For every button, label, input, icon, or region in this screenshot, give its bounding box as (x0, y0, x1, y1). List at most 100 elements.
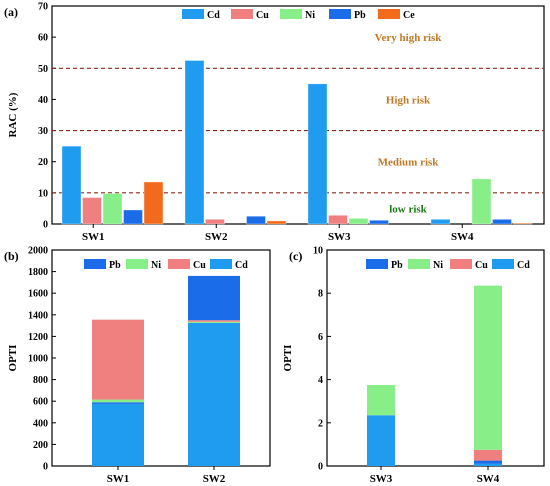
bar-pb-sw4 (492, 219, 512, 225)
y-tick-label: 4 (318, 375, 323, 386)
risk-zone-label: Very high risk (375, 32, 443, 44)
bar-cd-sw3 (307, 83, 328, 225)
y-tick-label: 1800 (28, 267, 48, 278)
stack-cd-sw4 (474, 463, 502, 466)
stack-ni-sw2 (188, 321, 240, 323)
y-tick-label: 70 (38, 2, 48, 13)
chart-panel-a: 0 10 20 30 40 50 60 70 RAC (%) (a) low risk Medium … (4, 2, 545, 243)
risk-zone-label: High risk (386, 94, 431, 106)
risk-zone-label: low risk (389, 203, 427, 215)
bar-ce-sw1 (143, 181, 164, 225)
y-tick-label: 600 (33, 397, 48, 408)
chart-panel-c: 0 2 4 6 8 10 OPTI (c) SW3 SW4 Pb Ni Cu Cd (282, 246, 545, 485)
y-tick-label: 1200 (28, 332, 48, 343)
legend-label-cu: Cu (256, 10, 269, 21)
legend-label-cu: Cu (475, 260, 488, 271)
y-tick-label: 1400 (28, 310, 48, 321)
bar-cd-sw4 (430, 219, 451, 225)
stack-cu-sw2 (188, 320, 240, 322)
y-tick-label: 0 (318, 462, 323, 473)
legend-label-ni: Ni (433, 260, 443, 271)
category-label: SW1 (82, 231, 105, 243)
legend-label-ce: Ce (403, 10, 415, 21)
panel-label-b: (b) (4, 249, 19, 263)
legend-swatch-cd (210, 259, 232, 269)
y-tick-label: 1000 (28, 354, 48, 365)
risk-zone-label: Medium risk (378, 157, 440, 169)
bar-cu-sw3 (328, 214, 348, 225)
y-tick-label: 0 (43, 220, 48, 231)
y-tick-label: 30 (38, 126, 48, 137)
legend-swatch-ni (126, 259, 148, 269)
bar-ni-sw4 (471, 178, 492, 225)
y-axis-label: OPTI (7, 345, 19, 372)
panel-label-c: (c) (289, 249, 302, 263)
bar-pb-sw2 (246, 215, 266, 225)
legend-swatch-cu (231, 9, 253, 19)
y-tick-label: 200 (33, 440, 48, 451)
y-tick-label: 8 (318, 289, 323, 300)
legend-label-cd: Cd (517, 260, 530, 271)
stack-ni-sw4 (474, 285, 502, 450)
y-axis-label: RAC (%) (7, 92, 19, 137)
y-tick-label: 400 (33, 418, 48, 429)
stack-cd-sw1 (92, 403, 144, 466)
bar-cd-sw2 (184, 60, 205, 225)
category-label: SW3 (370, 473, 393, 485)
legend-swatch-cd (182, 9, 204, 19)
y-tick-label: 50 (38, 64, 48, 75)
stack-cu-sw1 (92, 319, 144, 400)
legend-label-ni: Ni (305, 10, 315, 21)
plot-frame (51, 5, 545, 225)
legend-label-ni: Ni (151, 260, 161, 271)
y-tick-label: 0 (43, 462, 48, 473)
legend-swatch-cu (450, 259, 472, 269)
y-tick-label: 10 (313, 246, 323, 257)
legend-swatch-ce (378, 9, 400, 19)
bar-cu-sw2 (205, 219, 225, 225)
y-tick-label: 6 (318, 332, 323, 343)
bar-pb-sw3 (369, 219, 389, 225)
bar-ce-sw2 (266, 220, 287, 225)
category-label: SW2 (203, 473, 226, 485)
y-tick-label: 2000 (28, 246, 48, 257)
y-tick-label: 40 (38, 95, 48, 106)
stack-pb-sw4 (474, 460, 502, 464)
chart-panel-b: 0 200 400 600 800 1000 1200 1400 1600 1800 2000 OPT… (4, 246, 271, 485)
stack-cd-sw2 (188, 322, 240, 466)
legend-swatch-ni (408, 259, 430, 269)
stack-ni-sw3 (367, 385, 395, 416)
stack-cd-sw3 (367, 415, 395, 466)
legend-label-cu: Cu (193, 260, 206, 271)
bar-ni-sw3 (348, 218, 369, 225)
legend-label-cd: Cd (207, 10, 220, 21)
stack-ni-sw1 (92, 399, 144, 403)
y-tick-label: 20 (38, 157, 48, 168)
stack-pb-sw1 (92, 402, 144, 404)
bar-ce-sw4 (512, 222, 533, 225)
panel-label-a: (a) (4, 5, 18, 19)
bar-cd-sw1 (61, 145, 82, 225)
legend-label-cd: Cd (235, 260, 248, 271)
legend-swatch-ni (280, 9, 302, 19)
bar-ni-sw1 (102, 193, 123, 225)
y-tick-label: 10 (38, 188, 48, 199)
category-label: SW4 (451, 231, 474, 243)
legend-label-pb: Pb (109, 260, 121, 271)
stack-pb-sw2 (188, 275, 240, 321)
category-label: SW3 (328, 231, 351, 243)
category-label: SW4 (477, 473, 500, 485)
legend-swatch-pb (84, 259, 106, 269)
bar-pb-sw1 (123, 209, 143, 225)
category-label: SW1 (107, 473, 130, 485)
y-tick-label: 2 (318, 418, 323, 429)
legend-label-pb: Pb (354, 10, 366, 21)
legend-label-pb: Pb (391, 260, 403, 271)
legend-swatch-pb (366, 259, 388, 269)
plot-frame (326, 249, 545, 467)
stack-cu-sw4 (474, 449, 502, 461)
bar-cu-sw1 (82, 197, 102, 225)
y-tick-label: 60 (38, 33, 48, 44)
legend-swatch-cd (492, 259, 514, 269)
